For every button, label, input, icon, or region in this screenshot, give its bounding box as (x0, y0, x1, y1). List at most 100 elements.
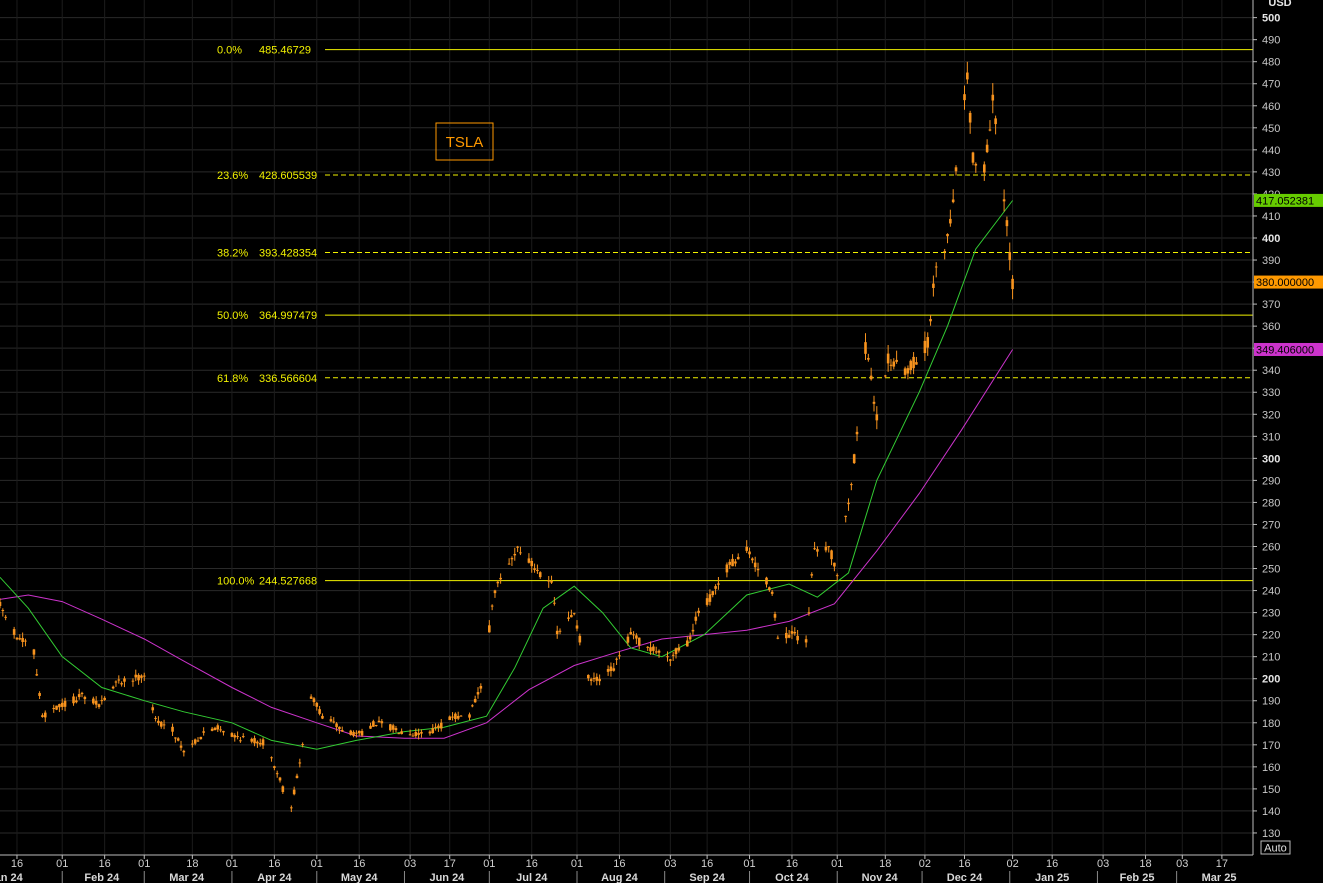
fib-value-label: 244.527668 (259, 576, 317, 588)
candle-body (844, 515, 848, 517)
candle-body (804, 639, 808, 643)
candle-body (677, 647, 681, 651)
candle-body (389, 724, 392, 731)
y-tick-label: 440 (1262, 145, 1280, 157)
price-tag-label: 349.406000 (1256, 344, 1314, 356)
candle-body (258, 742, 262, 745)
candle-body (171, 726, 174, 732)
x-axis[interactable]: 16 01 16 01 18 01 16 01 16 03 17 01 16 01 16 03 16 01 16 01… (0, 854, 1253, 883)
candle-body (58, 704, 61, 708)
candle-body (915, 362, 918, 365)
candle-body (142, 675, 146, 677)
candle-body (507, 563, 511, 565)
ticker-label: TSLA (446, 134, 484, 151)
candle-body (923, 340, 927, 354)
candle-body (94, 700, 98, 705)
candle-body (533, 568, 536, 570)
candle-body (674, 648, 678, 655)
candle-body (765, 577, 768, 585)
candle-body (411, 735, 415, 737)
fib-value-label: 485.46729 (259, 45, 311, 57)
y-tick-label: 280 (1262, 497, 1280, 509)
candle-body (400, 731, 403, 735)
grid-lines (0, 0, 1253, 855)
x-tick-label: 16 (701, 858, 713, 870)
y-tick-label: 360 (1262, 321, 1280, 333)
y-tick-label: 250 (1262, 564, 1280, 576)
candle-body (420, 731, 423, 734)
candle-body (15, 637, 19, 640)
candle-body (615, 658, 618, 660)
candle-body (97, 704, 101, 707)
y-tick-label: 290 (1262, 475, 1280, 487)
fib-value-label: 393.428354 (259, 247, 317, 259)
y-axis[interactable]: 130 140 150 160 170 180 190 200 210 220 230 240 250 2… (1252, 0, 1280, 855)
candle-body (847, 502, 850, 505)
candle-body (253, 738, 256, 744)
ma-long-series (0, 349, 1014, 739)
candle-body (499, 577, 502, 580)
candle-body (196, 740, 200, 742)
candle-body (380, 721, 384, 724)
y-tick-label: 460 (1262, 101, 1280, 113)
candle-body (134, 674, 138, 678)
candle-body (934, 266, 938, 268)
candle-body (635, 635, 638, 639)
x-month-label: Jul 24 (516, 872, 548, 883)
candle-body (488, 625, 491, 633)
candle-body (179, 745, 183, 748)
y-tick-label: 210 (1262, 652, 1280, 664)
x-tick-label: 02 (1006, 858, 1018, 870)
candle-body (120, 683, 123, 685)
candle-body (60, 702, 64, 707)
candle-body (352, 731, 355, 736)
candle-body (292, 789, 296, 795)
candle-body (686, 640, 689, 647)
candle-body (734, 561, 737, 564)
candle-body (397, 733, 401, 735)
price-tags: 417.052381 380.000000 349.406000 (1254, 193, 1323, 356)
candle-body (547, 580, 551, 582)
candle-body (966, 72, 969, 80)
auto-scale-button[interactable]: Auto (1260, 840, 1291, 855)
x-tick-label: 16 (526, 858, 538, 870)
candle-body (776, 637, 780, 639)
candle-body (417, 732, 420, 735)
candle-body (434, 726, 437, 728)
candle-body (649, 647, 652, 652)
candle-body (377, 720, 381, 723)
candle-body (151, 707, 155, 711)
candle-body (932, 283, 935, 288)
candle-body (1008, 252, 1012, 260)
candle-body (570, 615, 573, 618)
candle-body (867, 357, 870, 360)
candle-body (606, 669, 610, 672)
candle-body (994, 118, 997, 125)
candle-body (41, 715, 44, 717)
candle-body (131, 680, 135, 682)
candle-body (12, 629, 16, 635)
fib-pct-label: 61.8% (217, 373, 248, 385)
candle-body (355, 732, 358, 734)
candle-body (261, 739, 265, 746)
candle-body (278, 777, 282, 781)
x-month-label: Jan 25 (1035, 872, 1069, 883)
candle-body (827, 546, 831, 548)
candle-body (669, 659, 672, 661)
candle-body (711, 591, 715, 596)
candle-body (43, 712, 47, 718)
candle-body (946, 233, 949, 237)
candle-body (589, 679, 593, 681)
y-tick-label: 160 (1262, 762, 1280, 774)
candle-body (694, 616, 698, 621)
candle-body (222, 730, 225, 733)
candle-body (159, 721, 163, 727)
candle-body (555, 630, 559, 635)
candle-body (626, 636, 630, 643)
candle-body (241, 736, 245, 738)
candle-body (468, 714, 471, 718)
ticker-label-box[interactable]: TSLA (435, 122, 494, 161)
candle-body (154, 717, 157, 719)
candle-body (852, 454, 856, 464)
